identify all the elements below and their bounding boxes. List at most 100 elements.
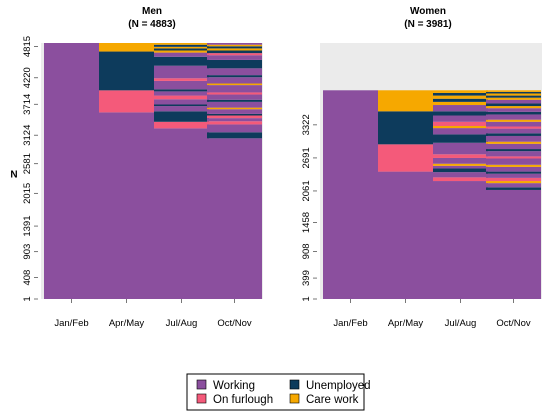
men-cell-oct-nov-unemployed-21 bbox=[207, 50, 262, 54]
women-x-tick-label-apr-may: Apr/May bbox=[388, 318, 424, 329]
women-cell-jul-aug-unemployed-19 bbox=[433, 92, 488, 96]
men-x-tick-label-jul-aug: Jul/Aug bbox=[166, 318, 198, 329]
men-y-tick-label-7: 3714 bbox=[22, 94, 33, 115]
men-cell-jul-aug-working-5 bbox=[154, 99, 209, 105]
women-cell-jul-aug-unemployed-9 bbox=[433, 134, 488, 143]
men-y-tick-label-1: 408 bbox=[22, 270, 33, 286]
men-y-tick-label-3: 1391 bbox=[22, 216, 33, 237]
women-cell-jul-aug-unemployed-17 bbox=[433, 98, 488, 102]
women-cell-oct-nov-care-work-3 bbox=[486, 181, 541, 184]
men-cell-jul-aug-working-7 bbox=[154, 91, 209, 96]
men-cell-oct-nov-working-4 bbox=[207, 118, 262, 122]
women-cell-oct-nov-care-work-8 bbox=[486, 164, 541, 167]
women-x-tick-label-oct-nov: Oct/Nov bbox=[496, 318, 531, 329]
legend-swatch-care-work bbox=[289, 393, 300, 404]
legend-swatch-unemployed bbox=[289, 379, 300, 390]
women-cell-oct-nov-working-15 bbox=[486, 135, 541, 142]
women-cell-oct-nov-working-19 bbox=[486, 121, 541, 127]
women-y-tick-label-6: 3322 bbox=[301, 114, 312, 135]
women-cell-oct-nov-working-0 bbox=[486, 189, 541, 299]
men-cell-jul-aug-working-13 bbox=[154, 52, 209, 57]
men-cell-jul-aug-unemployed-15 bbox=[154, 48, 209, 51]
men-cell-jul-aug-unemployed-2 bbox=[154, 111, 209, 122]
men-cell-jul-aug-care-work-18 bbox=[154, 43, 209, 45]
women-cell-oct-nov-working-26 bbox=[486, 99, 541, 104]
men-y-axis-label: N bbox=[10, 170, 17, 181]
women-cell-jul-aug-care-work-5 bbox=[433, 163, 488, 166]
women-cell-oct-nov-working-2 bbox=[486, 183, 541, 188]
women-y-tick-label-1: 399 bbox=[301, 270, 312, 286]
men-cell-jul-aug-care-work-14 bbox=[154, 50, 209, 53]
men-x-tick-label-jan-feb: Jan/Feb bbox=[54, 318, 88, 329]
women-cell-oct-nov-working-17 bbox=[486, 128, 541, 134]
men-cell-jul-aug-unemployed-8 bbox=[154, 89, 209, 92]
women-cell-jul-aug-care-work-16 bbox=[433, 101, 488, 106]
men-cell-apr-may-care-work-3 bbox=[99, 43, 154, 52]
women-panel-title: Women bbox=[410, 6, 446, 17]
women-cell-oct-nov-care-work-24 bbox=[486, 106, 541, 109]
men-cell-oct-nov-working-11 bbox=[207, 94, 262, 100]
men-cell-oct-nov-care-work-22 bbox=[207, 48, 262, 51]
men-y-tick-label-2: 903 bbox=[22, 244, 33, 260]
men-cell-oct-nov-care-work-8 bbox=[207, 107, 262, 110]
women-cell-jul-aug-care-work-20 bbox=[433, 90, 488, 93]
legend-box bbox=[186, 373, 365, 411]
women-cell-oct-nov-unemployed-22 bbox=[486, 111, 541, 115]
men-cell-oct-nov-unemployed-10 bbox=[207, 99, 262, 102]
legend-label-unemployed: Unemployed bbox=[306, 380, 371, 392]
women-cell-oct-nov-unemployed-25 bbox=[486, 103, 541, 107]
men-panel-subtitle: (N = 4883) bbox=[128, 19, 176, 30]
men-cell-oct-nov-working-25 bbox=[207, 43, 262, 45]
legend-label-working: Working bbox=[213, 380, 255, 392]
men-cell-oct-nov-working-9 bbox=[207, 101, 262, 108]
women-cells bbox=[323, 90, 541, 299]
men-cell-oct-nov-working-19 bbox=[207, 55, 262, 60]
women-cell-oct-nov-on-furlough-18 bbox=[486, 126, 541, 129]
women-cell-jul-aug-working-6 bbox=[433, 157, 488, 164]
women-cell-oct-nov-care-work-27 bbox=[486, 97, 541, 100]
women-cell-oct-nov-working-13 bbox=[486, 143, 541, 150]
women-y-tick-label-3: 1458 bbox=[301, 212, 312, 233]
men-cell-jul-aug-working-0 bbox=[154, 128, 209, 299]
men-cell-oct-nov-care-work-24 bbox=[207, 44, 262, 47]
men-cell-jul-aug-working-3 bbox=[154, 106, 209, 112]
women-cell-jul-aug-working-0 bbox=[433, 181, 488, 299]
men-panel: Men (N = 4883) N 1 408 903 1391 2015 2581 3124… bbox=[10, 6, 263, 329]
men-x-tick-label-oct-nov: Oct/Nov bbox=[217, 318, 252, 329]
men-cell-jul-aug-unemployed-17 bbox=[154, 44, 209, 47]
women-cell-apr-may-care-work-3 bbox=[378, 90, 433, 112]
men-cell-oct-nov-unemployed-18 bbox=[207, 59, 262, 69]
women-cell-jul-aug-working-4 bbox=[433, 165, 488, 169]
men-cell-apr-may-on-furlough-1 bbox=[99, 90, 154, 113]
women-cell-jul-aug-unemployed-14 bbox=[433, 111, 488, 116]
women-cell-oct-nov-unemployed-30 bbox=[486, 91, 541, 94]
women-cell-oct-nov-unemployed-16 bbox=[486, 133, 541, 136]
men-cell-jul-aug-on-furlough-10 bbox=[154, 78, 209, 81]
men-y-tick-label-5: 2581 bbox=[22, 153, 33, 174]
women-cell-oct-nov-care-work-20 bbox=[486, 119, 541, 122]
men-cell-jul-aug-unemployed-4 bbox=[154, 104, 209, 107]
legend-label-care-work: Care work bbox=[306, 394, 359, 406]
men-cell-jul-aug-on-furlough-6 bbox=[154, 95, 209, 100]
men-x-ticks: Jan/Feb Apr/May Jul/Aug Oct/Nov bbox=[54, 299, 252, 329]
women-cell-oct-nov-working-5 bbox=[486, 173, 541, 178]
men-y-tick-label-9: 4815 bbox=[22, 36, 33, 57]
men-y-tick-label-0: 1 bbox=[22, 296, 33, 301]
women-cell-jul-aug-care-work-18 bbox=[433, 95, 488, 99]
men-cell-oct-nov-working-15 bbox=[207, 77, 262, 84]
women-x-tick-label-jan-feb: Jan/Feb bbox=[333, 318, 367, 329]
men-cell-oct-nov-working-13 bbox=[207, 85, 262, 93]
women-cell-oct-nov-care-work-31 bbox=[486, 90, 541, 92]
women-cell-jul-aug-working-15 bbox=[433, 105, 488, 112]
women-cell-oct-nov-on-furlough-4 bbox=[486, 177, 541, 182]
men-cell-jan-feb-working-0 bbox=[44, 43, 99, 299]
men-cell-apr-may-working-0 bbox=[99, 112, 154, 299]
women-y-tick-label-4: 2061 bbox=[301, 180, 312, 201]
women-y-tick-label-5: 2691 bbox=[301, 147, 312, 168]
women-cell-jul-aug-on-furlough-1 bbox=[433, 177, 488, 182]
women-cell-jul-aug-unemployed-3 bbox=[433, 168, 488, 173]
men-cell-oct-nov-on-furlough-20 bbox=[207, 53, 262, 56]
women-x-ticks: Jan/Feb Apr/May Jul/Aug Oct/Nov bbox=[333, 299, 531, 329]
men-x-tick-label-apr-may: Apr/May bbox=[109, 318, 145, 329]
